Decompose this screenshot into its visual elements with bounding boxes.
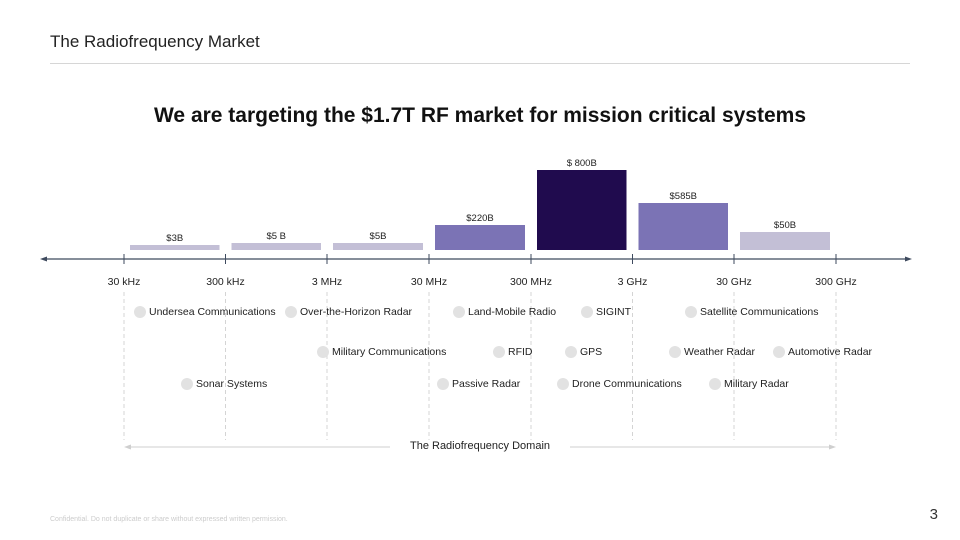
bar-value-label: $3B xyxy=(166,233,183,244)
bar-value-label: $220B xyxy=(466,213,493,224)
application-item: Land-Mobile Radio xyxy=(453,306,556,318)
bullet-dot-icon xyxy=(285,306,297,318)
header-divider xyxy=(50,63,910,64)
bullet-dot-icon xyxy=(581,306,593,318)
application-label: Military Communications xyxy=(332,346,447,358)
bullet-dot-icon xyxy=(709,378,721,390)
bullet-dot-icon xyxy=(493,346,505,358)
application-label: Land-Mobile Radio xyxy=(468,306,557,318)
bar xyxy=(435,225,525,250)
confidential-notice: Confidential. Do not duplicate or share … xyxy=(50,516,288,523)
tick-label: 30 GHz xyxy=(716,276,752,288)
application-label: Over-the-Horizon Radar xyxy=(300,306,413,318)
application-label: GPS xyxy=(580,346,603,358)
application-item: RFID xyxy=(493,346,533,358)
bullet-dot-icon xyxy=(669,346,681,358)
axis-arrow-left xyxy=(40,256,47,262)
tick-label: 3 GHz xyxy=(618,276,648,288)
tick-label: 300 kHz xyxy=(206,276,245,288)
application-label: Undersea Communications xyxy=(149,306,276,318)
application-label: RFID xyxy=(508,346,533,358)
bar-value-label: $50B xyxy=(774,220,796,231)
domain-arrow-right xyxy=(829,444,836,450)
domain-label: The Radiofrequency Domain xyxy=(390,440,570,452)
bar-value-label: $ 800B xyxy=(567,158,597,169)
bar-value-label: $585B xyxy=(670,191,697,202)
application-label: SIGINT xyxy=(596,306,632,318)
bullet-dot-icon xyxy=(685,306,697,318)
bullet-dot-icon xyxy=(453,306,465,318)
application-item: Military Radar xyxy=(709,378,789,390)
bullet-dot-icon xyxy=(773,346,785,358)
bar xyxy=(740,232,830,250)
tick-label: 30 kHz xyxy=(108,276,141,288)
application-label: Drone Communications xyxy=(572,378,682,390)
application-item: GPS xyxy=(565,346,602,358)
bullet-dot-icon xyxy=(317,346,329,358)
application-item: Passive Radar xyxy=(437,378,520,390)
application-item: Automotive Radar xyxy=(773,346,872,358)
application-label: Passive Radar xyxy=(452,378,521,390)
slide-header: The Radiofrequency Market xyxy=(50,32,260,51)
application-label: Weather Radar xyxy=(684,346,756,358)
application-item: Sonar Systems xyxy=(181,378,267,390)
application-item: Undersea Communications xyxy=(134,306,276,318)
application-label: Military Radar xyxy=(724,378,789,390)
bar xyxy=(638,203,728,250)
bar xyxy=(231,243,321,250)
tick-label: 3 MHz xyxy=(312,276,342,288)
bar-value-label: $5 B xyxy=(266,231,286,242)
tick-label: 300 GHz xyxy=(815,276,856,288)
application-label: Satellite Communications xyxy=(700,306,819,318)
bullet-dot-icon xyxy=(181,378,193,390)
application-item: Drone Communications xyxy=(557,378,682,390)
application-item: SIGINT xyxy=(581,306,631,318)
tick-label: 30 MHz xyxy=(411,276,447,288)
bullet-dot-icon xyxy=(565,346,577,358)
bar xyxy=(130,245,220,250)
bullet-dot-icon xyxy=(134,306,146,318)
application-item: Satellite Communications xyxy=(685,306,818,318)
application-item: Weather Radar xyxy=(669,346,755,358)
application-label: Sonar Systems xyxy=(196,378,268,390)
application-item: Over-the-Horizon Radar xyxy=(285,306,412,318)
application-item: Military Communications xyxy=(317,346,446,358)
axis-arrow-right xyxy=(905,256,912,262)
bar-value-label: $5B xyxy=(370,231,387,242)
page-number: 3 xyxy=(929,506,938,523)
headline: We are targeting the $1.7T RF market for… xyxy=(153,104,806,127)
bullet-dot-icon xyxy=(557,378,569,390)
bar xyxy=(537,170,627,250)
domain-arrow-left xyxy=(124,444,131,450)
application-label: Automotive Radar xyxy=(788,346,873,358)
tick-label: 300 MHz xyxy=(510,276,552,288)
bar xyxy=(333,243,423,250)
bullet-dot-icon xyxy=(437,378,449,390)
